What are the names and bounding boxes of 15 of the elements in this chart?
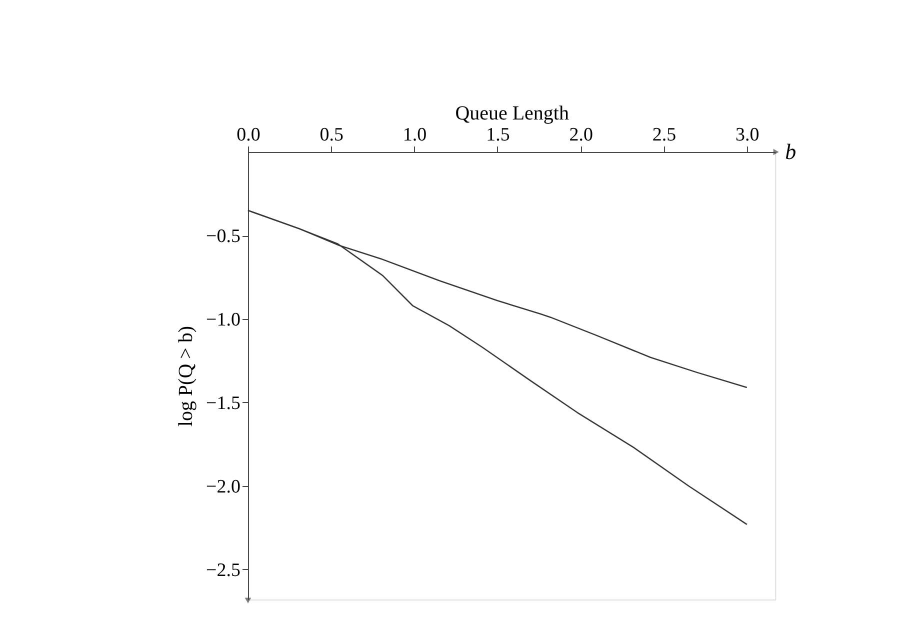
y-tick-label: −2.5	[206, 560, 240, 581]
y-tick-label: −1.0	[206, 309, 240, 330]
x-tick-label: 0.0	[236, 124, 260, 146]
y-tick-label: −2.0	[206, 476, 240, 498]
y-axis-title: log P(Q > b)	[175, 326, 198, 427]
y-tick-label: −1.5	[206, 392, 240, 414]
y-tick-label: −0.5	[206, 226, 240, 247]
x-axis-title: Queue Length	[455, 102, 569, 124]
x-tick-label: 1.0	[402, 124, 427, 146]
x-tick-label: 2.0	[569, 124, 593, 146]
text: b	[785, 138, 796, 164]
x-tick-label: 3.0	[736, 124, 760, 146]
x-tick-label: 0.5	[320, 124, 344, 146]
x-tick-label: 1.5	[486, 124, 510, 146]
x-tick-label: 2.5	[652, 124, 676, 146]
